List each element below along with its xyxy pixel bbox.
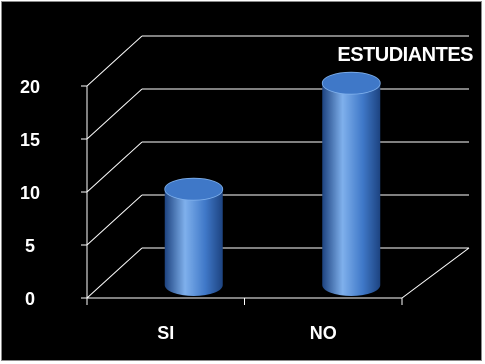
bar-top — [321, 71, 381, 95]
x-tick-label: SI — [157, 323, 174, 343]
y-tick-label: 20 — [20, 77, 40, 97]
gridline-diagonal — [86, 88, 143, 140]
bar — [321, 71, 381, 296]
bar-body — [164, 189, 223, 296]
x-tick-label: NO — [310, 323, 337, 343]
y-tick-label: 15 — [20, 130, 40, 150]
y-tick-label: 10 — [20, 183, 40, 203]
gridline-diagonal — [86, 247, 143, 299]
gridlines — [86, 35, 470, 299]
gridline-diagonal — [86, 194, 143, 246]
bar — [164, 177, 224, 296]
bar-top — [164, 177, 224, 201]
chart-title: ESTUDIANTES — [337, 44, 473, 66]
gridline-diagonal — [86, 35, 143, 87]
y-tick-label: 5 — [25, 236, 35, 256]
bar-body — [322, 83, 381, 296]
y-tick-label: 0 — [25, 289, 35, 309]
gridline-diagonal — [86, 141, 143, 193]
floor-side-edge — [401, 247, 470, 299]
